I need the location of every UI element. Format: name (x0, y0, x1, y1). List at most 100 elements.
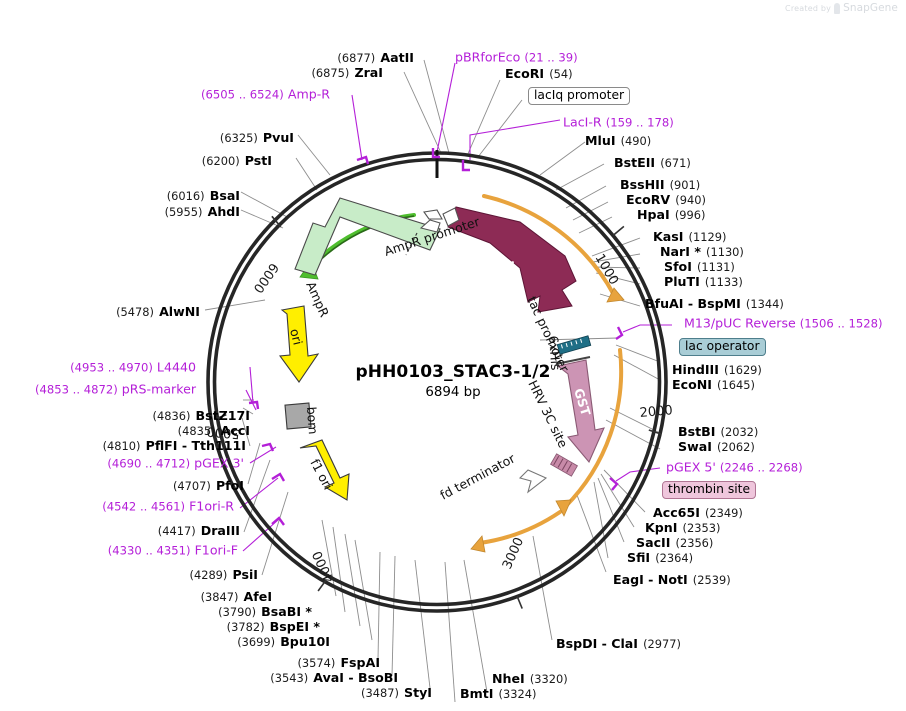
enzyme-position: (4417) (157, 524, 196, 538)
site-label-bmti: BmtI (3324) (460, 685, 536, 701)
site-label-sacii: SacII (2356) (636, 534, 713, 550)
enzyme-position: (4835) (177, 424, 216, 438)
enzyme-position: (1133) (704, 275, 743, 289)
enzyme-position: (671) (660, 156, 691, 170)
site-label-bsshii: BssHII (901) (620, 176, 700, 192)
enzyme-name: KpnI (645, 520, 678, 535)
site-label-acci: (4835) AccI (178, 422, 250, 438)
site-label-sfoi: SfoI (1131) (664, 258, 735, 274)
enzyme-name: AccI (220, 423, 250, 438)
enzyme-position: (6877) (337, 51, 376, 65)
enzyme-name: AlwNI (159, 304, 200, 319)
caption-bom: bom (304, 406, 321, 435)
enzyme-name: AvaI - BsoBI (313, 670, 398, 685)
primer-label-amp-r: (6505 .. 6524) Amp-R (201, 87, 330, 102)
primer-range: (4542 .. 4561) (102, 499, 186, 514)
site-label-styi: (3487) StyI (361, 684, 432, 700)
primer-label-l4440: (4953 .. 4970) L4440 (70, 359, 196, 375)
enzyme-name: HindIII (672, 362, 719, 377)
enzyme-position: (2364) (655, 551, 694, 565)
feature-ampr-promoter (419, 209, 443, 233)
enzyme-name: PfoI (215, 478, 244, 493)
page-title: pHH0103_STAC3-1/2 (355, 362, 551, 382)
site-label-hpai: HpaI (996) (637, 206, 705, 222)
primer-name: L4440 (156, 359, 196, 375)
site-label-pluti: PluTI (1133) (664, 273, 743, 289)
site-label-draiii: (4417) DraIII (158, 522, 240, 538)
enzyme-name: HpaI (637, 207, 670, 222)
enzyme-name: PluTI (664, 274, 700, 289)
enzyme-name: DraIII (200, 523, 240, 538)
leader-lines (204, 59, 661, 703)
site-label-nari: NarI * (1130) (660, 243, 744, 259)
ruler-label-5000: 5000 (206, 423, 240, 441)
enzyme-position: (6325) (219, 131, 258, 145)
primer-ticks (248, 148, 624, 526)
enzyme-name: SfiI (627, 550, 651, 565)
enzyme-position: (1130) (706, 245, 744, 259)
primer-range: (2246 .. 2268) (719, 460, 803, 475)
enzyme-name: Bpu10I (280, 634, 330, 649)
primer-name: pRS-marker (121, 381, 196, 397)
enzyme-position: (2349) (704, 506, 743, 520)
site-label-nhei: NheI (3320) (492, 670, 568, 686)
enzyme-name: BstBI (678, 424, 716, 439)
site-label-psti: (6200) PstI (202, 152, 272, 168)
primer-label-f1ori-f: (4330 .. 4351) F1ori-F (108, 544, 238, 558)
enzyme-name: EagI - NotI (613, 572, 688, 587)
ruler-label-2000: 2000 (639, 403, 673, 421)
enzyme-name: MluI (585, 133, 616, 148)
site-label-swai: SwaI (2062) (678, 438, 755, 454)
site-label-ahdi: (5955) AhdI (165, 203, 240, 219)
enzyme-position: (2062) (716, 440, 755, 454)
ruler-ticks (213, 215, 662, 609)
feature-laci (447, 206, 577, 313)
site-label-bpu10i: (3699) Bpu10I (237, 633, 330, 649)
enzyme-position: (5955) (164, 205, 203, 219)
primer-label-m13puc-reverse: M13/pUC Reverse (1506 .. 1528) (684, 317, 883, 331)
site-label-aatii: (6877) AatII (337, 49, 414, 65)
enzyme-name: BspEI * (269, 619, 320, 634)
feature-lacI-promoter-arrows (442, 207, 460, 227)
enzyme-name: SacII (636, 535, 671, 550)
enzyme-name: KasI (653, 229, 684, 244)
site-label-econi: EcoNI (1645) (672, 376, 755, 392)
primer-range: (6505 .. 6524) (201, 87, 284, 102)
enzyme-position: (3699) (237, 635, 276, 649)
site-label-bspdi-clai: BspDI - ClaI (2977) (556, 635, 681, 651)
boxed-label-thrombin-site: thrombin site (662, 481, 757, 499)
primer-name: pGEX 5' (666, 459, 716, 475)
primer-label-f1ori-r: (4542 .. 4561) F1ori-R (102, 499, 234, 514)
enzyme-position: (5478) (116, 305, 154, 319)
enzyme-name: EcoNI (672, 377, 712, 392)
feature-hrv-3c-site (549, 453, 579, 477)
plasmid-size: 6894 bp (425, 385, 481, 400)
feature-6xhis (556, 335, 592, 355)
enzyme-name: FspAI (340, 655, 380, 670)
enzyme-name: EcoRI (505, 66, 545, 81)
caption-fd-terminator: fd terminator (437, 450, 518, 502)
enzyme-position: (4707) (172, 479, 211, 493)
enzyme-position: (3574) (297, 656, 336, 670)
site-label-avai-bsobi: (3543) AvaI - BsoBI (270, 669, 398, 685)
caption-ampr: AmpR (303, 279, 332, 320)
site-label-alwni: (5478) AlwNI (116, 303, 200, 319)
enzyme-name: BfuAI - BspMI (645, 296, 741, 311)
primer-name: pGEX 3' (194, 455, 244, 471)
primer-range: (4853 .. 4872) (34, 382, 118, 397)
site-label-pfoi: (4707) PfoI (173, 477, 244, 493)
site-label-ecori: EcoRI (54) (505, 65, 573, 81)
enzyme-name: NarI * (660, 244, 701, 259)
feature-bom (284, 402, 312, 430)
watermark-prefix: Created by (785, 3, 832, 13)
enzyme-name: PstI (244, 153, 272, 168)
site-label-pvui: (6325) PvuI (220, 129, 294, 145)
site-label-acc65i: Acc65I (2349) (653, 504, 743, 520)
enzyme-name: SwaI (678, 439, 712, 454)
caption-6xhis: 6xHis (546, 335, 563, 371)
enzyme-name: NheI (492, 671, 525, 686)
enzyme-name: PvuI (262, 130, 294, 145)
ruler-label-6000: 6000 (250, 260, 281, 296)
snapgene-watermark: Created by SnapGene (785, 2, 898, 14)
